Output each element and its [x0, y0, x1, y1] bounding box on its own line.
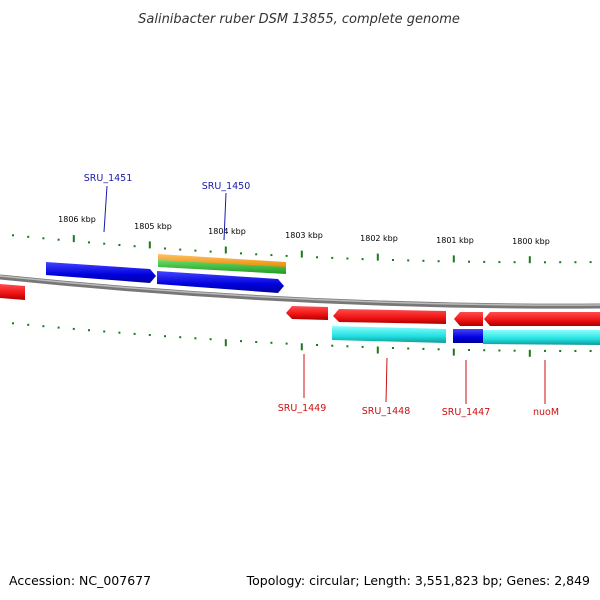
- genome-backbone-highlight: [0, 275, 600, 306]
- gene-label-sru1447[interactable]: SRU_1447: [442, 407, 491, 418]
- map-title: Salinibacter ruber DSM 13855, complete g…: [138, 12, 460, 27]
- kbp-label-1804: 1804 kbp: [208, 227, 246, 236]
- cds-sru1449[interactable]: [286, 306, 328, 320]
- cds-sru1448[interactable]: [333, 309, 446, 324]
- kbp-label-1805: 1805 kbp: [134, 222, 172, 231]
- genome-backbone: [0, 274, 600, 309]
- accession-text: Accession: NC_007677: [9, 573, 152, 588]
- kbp-label-1801: 1801 kbp: [436, 236, 474, 245]
- gene-label-sru1448[interactable]: SRU_1448: [362, 406, 411, 417]
- leader-sru1450: [223, 192, 227, 241]
- kbp-label-1800: 1800 kbp: [512, 237, 550, 246]
- cds-sru1451[interactable]: [46, 262, 156, 283]
- green-feature-sru1450[interactable]: [158, 260, 286, 274]
- cds-sru1447[interactable]: [454, 312, 483, 326]
- kbp-label-1806: 1806 kbp: [58, 215, 96, 224]
- kbp-label-1803: 1803 kbp: [285, 231, 323, 240]
- leader-sru1451: [103, 185, 108, 233]
- gene-label-sru1449[interactable]: SRU_1449: [278, 403, 327, 414]
- orange-feature-sru1450[interactable]: [158, 254, 286, 268]
- leader-sru1448: [385, 357, 388, 403]
- cds-nuom[interactable]: [484, 312, 600, 326]
- tick-row-upper: [12, 234, 592, 264]
- blue-feature-sru1447[interactable]: [453, 329, 483, 343]
- gene-label-sru1451[interactable]: SRU_1451: [84, 173, 133, 184]
- cyan-feature-nuom[interactable]: [483, 330, 600, 345]
- gene-label-sru1450[interactable]: SRU_1450: [202, 181, 251, 192]
- gene-label-nuom[interactable]: nuoM: [533, 407, 559, 418]
- cds-partial-left[interactable]: [0, 284, 25, 300]
- cds-sru1450[interactable]: [157, 271, 284, 293]
- topology-summary-text: Topology: circular; Length: 3,551,823 bp…: [246, 573, 590, 588]
- cyan-feature-sru1448[interactable]: [332, 326, 446, 343]
- kbp-label-1802: 1802 kbp: [360, 234, 398, 243]
- tick-row-lower: [12, 322, 592, 357]
